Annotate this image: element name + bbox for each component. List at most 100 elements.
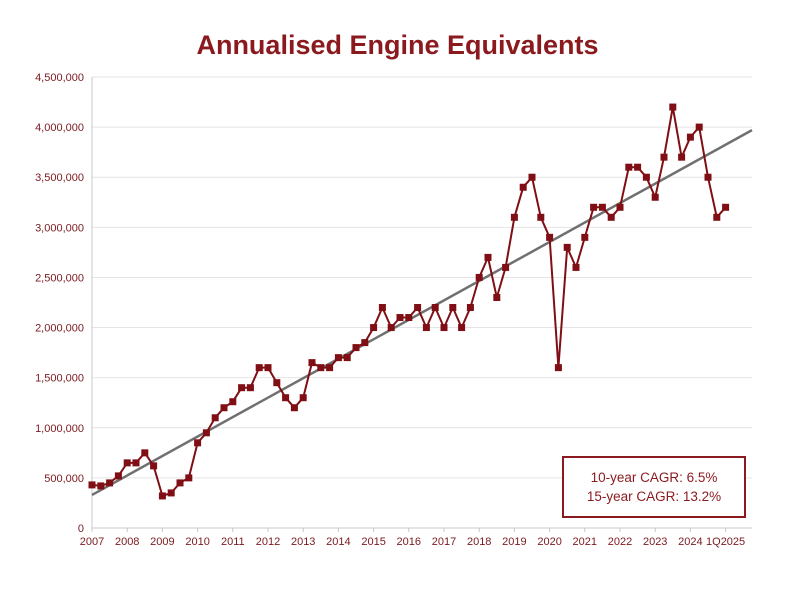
- data-point: [519, 183, 527, 191]
- x-tick-label: 2016: [397, 536, 421, 548]
- cagr-15-year: 15-year CAGR: 13.2%: [586, 489, 722, 504]
- data-point: [114, 472, 122, 480]
- axes: [91, 77, 752, 529]
- data-point: [317, 364, 325, 372]
- data-point: [246, 384, 254, 392]
- data-point: [88, 481, 96, 489]
- x-tick-label: 2012: [256, 536, 280, 548]
- y-tick-label: 500,000: [44, 473, 84, 485]
- data-point: [396, 314, 404, 322]
- data-point: [431, 304, 439, 312]
- x-axis-ticks: 2007 2008 2009 2010 2011 2012 2013 2014 2015 2016…: [80, 528, 745, 548]
- y-tick-label: 0: [78, 523, 84, 535]
- data-point: [695, 123, 703, 131]
- x-tick-label: 2007: [80, 536, 104, 548]
- y-axis-ticks: 0 500,000 1,000,000 1,500,000 2,000,000 2,500…: [35, 72, 84, 535]
- data-point: [220, 404, 228, 412]
- x-tick-label: 2021: [573, 536, 597, 548]
- data-point: [414, 304, 422, 312]
- data-point: [150, 462, 158, 470]
- data-point: [264, 364, 272, 372]
- data-point: [106, 479, 114, 487]
- data-point: [449, 304, 457, 312]
- data-point: [572, 263, 580, 271]
- data-point: [361, 339, 369, 347]
- data-point: [493, 293, 501, 301]
- data-point: [123, 459, 131, 467]
- x-tick-label: 2018: [467, 536, 491, 548]
- data-point: [722, 203, 730, 211]
- data-point: [167, 489, 175, 497]
- x-tick-label: 2022: [608, 536, 632, 548]
- data-point: [282, 394, 290, 402]
- data-point: [202, 429, 210, 437]
- data-point: [660, 153, 668, 161]
- x-tick-label: 2023: [643, 536, 667, 548]
- data-point: [642, 173, 650, 181]
- gridlines: [92, 76, 752, 479]
- data-point: [440, 324, 448, 332]
- data-point: [607, 213, 615, 221]
- data-point: [686, 133, 694, 141]
- y-tick-label: 1,500,000: [35, 373, 84, 385]
- y-tick-label: 2,500,000: [35, 272, 84, 284]
- data-point: [563, 243, 571, 251]
- x-tick-label: 2008: [115, 536, 139, 548]
- y-tick-label: 4,500,000: [35, 72, 84, 84]
- data-point: [669, 103, 677, 111]
- y-tick-label: 2,000,000: [35, 323, 84, 335]
- data-point: [466, 304, 474, 312]
- series-layer: [88, 103, 753, 500]
- data-point: [141, 449, 149, 457]
- data-point: [458, 324, 466, 332]
- trendline: [91, 129, 753, 497]
- data-point: [528, 173, 536, 181]
- x-tick-label: 2017: [432, 536, 456, 548]
- data-point: [678, 153, 686, 161]
- data-point: [273, 379, 281, 387]
- data-point: [308, 359, 316, 367]
- x-tick-label: 2014: [326, 536, 350, 548]
- data-point: [229, 398, 237, 406]
- data-point: [704, 173, 712, 181]
- x-tick-label: 2010: [185, 536, 209, 548]
- data-point: [554, 364, 562, 372]
- x-tick-label: 2015: [361, 536, 385, 548]
- x-tick-label: 2009: [150, 536, 174, 548]
- data-point: [185, 474, 193, 482]
- data-point: [537, 213, 545, 221]
- data-point: [255, 364, 263, 372]
- data-point: [238, 384, 246, 392]
- data-point: [581, 233, 589, 241]
- data-point: [132, 459, 140, 467]
- data-point: [290, 404, 298, 412]
- data-point: [713, 213, 721, 221]
- y-tick-label: 4,000,000: [35, 122, 84, 134]
- data-point: [625, 163, 633, 171]
- data-point: [158, 492, 166, 500]
- data-point: [502, 263, 510, 271]
- data-point: [475, 273, 483, 281]
- data-point: [176, 479, 184, 487]
- data-point: [326, 364, 334, 372]
- data-point: [634, 163, 642, 171]
- data-point: [590, 203, 598, 211]
- data-point: [616, 203, 624, 211]
- data-point: [211, 414, 219, 422]
- x-tick-label: 2011: [221, 536, 245, 548]
- cagr-annotation-box: 10-year CAGR: 6.5% 15-year CAGR: 13.2%: [562, 456, 746, 518]
- data-point: [546, 233, 554, 241]
- data-point: [378, 304, 386, 312]
- data-point: [334, 354, 342, 362]
- data-point: [510, 213, 518, 221]
- data-point: [405, 314, 413, 322]
- data-point: [194, 439, 202, 447]
- x-tick-label: 2020: [537, 536, 561, 548]
- y-tick-label: 3,500,000: [35, 172, 84, 184]
- data-point: [370, 324, 378, 332]
- data-point: [484, 253, 492, 261]
- x-tick-label: 2019: [502, 536, 526, 548]
- data-point: [387, 324, 395, 332]
- chart-title: Annualised Engine Equivalents: [196, 30, 599, 60]
